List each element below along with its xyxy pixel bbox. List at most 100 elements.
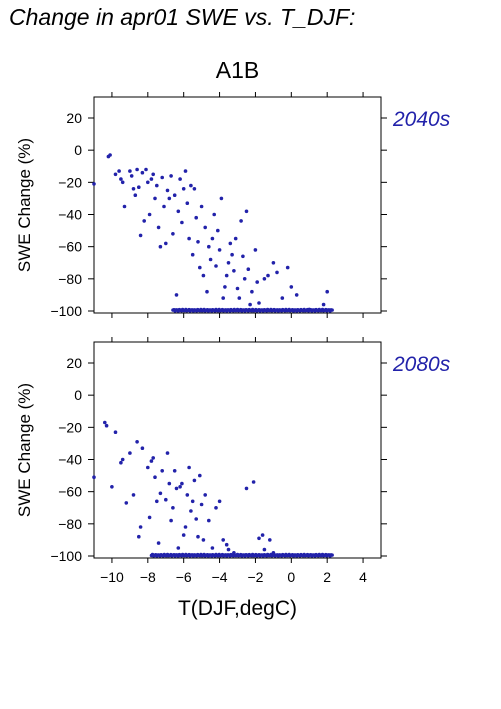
scatter-point [119, 177, 123, 181]
scatter-point [153, 475, 157, 480]
scatter-point [146, 180, 150, 185]
scatter-point [246, 267, 251, 272]
scatter-point [183, 525, 188, 529]
scatter-point [253, 248, 258, 252]
scatter-point [228, 241, 233, 246]
scatter-point [151, 172, 155, 177]
scatter-point [198, 265, 202, 270]
plot-frame [93, 341, 382, 559]
scatter-point [289, 285, 294, 289]
scatter-point [189, 183, 193, 188]
scatter-point [172, 193, 177, 197]
scatter-point [255, 280, 259, 284]
scatter-point [237, 296, 242, 300]
scatter-point [214, 506, 218, 510]
scatter-point [176, 209, 181, 214]
scatter-point [199, 502, 204, 507]
scatter-point [169, 174, 173, 178]
x-tick-label: −10 [100, 569, 124, 585]
scatter-point [224, 542, 229, 547]
scatter-point [171, 506, 175, 510]
scatter-point [144, 167, 148, 172]
y-tick-label: 20 [66, 110, 82, 126]
scatter-point [128, 451, 132, 455]
scatter-point [146, 465, 150, 470]
scatter-point [158, 491, 163, 496]
scatter-point [140, 170, 145, 175]
scatter-point [162, 204, 166, 209]
scatter-point [241, 254, 245, 259]
scatter-point [147, 515, 152, 520]
scatter-point [151, 456, 155, 460]
scatter-point [137, 185, 141, 189]
scatter-point [194, 215, 198, 220]
scatter-point [180, 220, 184, 225]
panel-period-label: 2040s [392, 108, 451, 131]
panel-period-label: 2080s [392, 353, 451, 376]
scatter-point [271, 261, 276, 265]
scatter-point [232, 269, 236, 273]
x-tick-label: 4 [359, 569, 367, 585]
y-tick-label: −40 [58, 207, 82, 223]
scatter-point [128, 169, 132, 173]
scatter-point [194, 517, 198, 521]
scatter-point [216, 228, 220, 233]
scatter-point [113, 172, 118, 177]
y-tick-label: −20 [58, 419, 82, 435]
scatter-point [244, 209, 249, 214]
scatter-point [201, 538, 206, 542]
scatter-point [138, 525, 143, 529]
scatter-point [196, 534, 200, 539]
scatter-point [185, 493, 190, 497]
scatter-point [160, 175, 164, 180]
scatter-point [129, 174, 134, 178]
page-title: Change in apr01 SWE vs. T_DJF: [9, 4, 356, 30]
scatter-point [171, 232, 175, 236]
scatter-point [156, 541, 161, 545]
scatter-point [180, 481, 184, 486]
scatter-point [242, 277, 247, 281]
scatter-point [181, 533, 186, 537]
scatter-point [226, 261, 231, 265]
y-tick-label: 20 [66, 355, 82, 371]
y-tick-label: −80 [58, 271, 82, 287]
scatter-point [155, 499, 159, 504]
scatter-point [268, 538, 272, 542]
scatter-point [257, 536, 261, 541]
y-tick-label: −60 [58, 484, 82, 500]
scenario-label: A1B [215, 57, 260, 83]
scatter-point [181, 187, 186, 191]
scatter-point [321, 302, 326, 307]
scatter-point [248, 302, 252, 307]
scatter-point [119, 460, 123, 465]
scatter-point [217, 248, 222, 252]
scatter-point [203, 225, 207, 230]
scatter-point [165, 188, 170, 193]
y-tick-label: −80 [58, 516, 82, 532]
scatter-point [158, 244, 163, 249]
scatter-point [164, 241, 168, 246]
scatter-point [250, 289, 254, 294]
scatter-point [214, 264, 218, 268]
y-tick-label: 0 [74, 142, 82, 158]
scatter-point [122, 204, 127, 209]
scatter-point [135, 440, 139, 444]
scatter-point [251, 480, 256, 484]
scatter-point [266, 273, 270, 278]
scatter-point [131, 493, 136, 497]
y-axis-label: SWE Change (%) [15, 138, 34, 272]
scatter-point [104, 423, 109, 428]
x-axis-label: T(DJF,degC) [178, 597, 297, 620]
scatter-point [155, 183, 159, 188]
y-axis-label: SWE Change (%) [15, 383, 34, 517]
scatter-point [178, 177, 182, 181]
scatter-point [113, 430, 118, 435]
scatter-point [207, 518, 211, 523]
scatter-point [217, 499, 222, 504]
scatter-point [201, 273, 206, 278]
scatter-point [212, 212, 216, 217]
scatter-point [110, 485, 114, 489]
scatter-point [189, 509, 193, 513]
